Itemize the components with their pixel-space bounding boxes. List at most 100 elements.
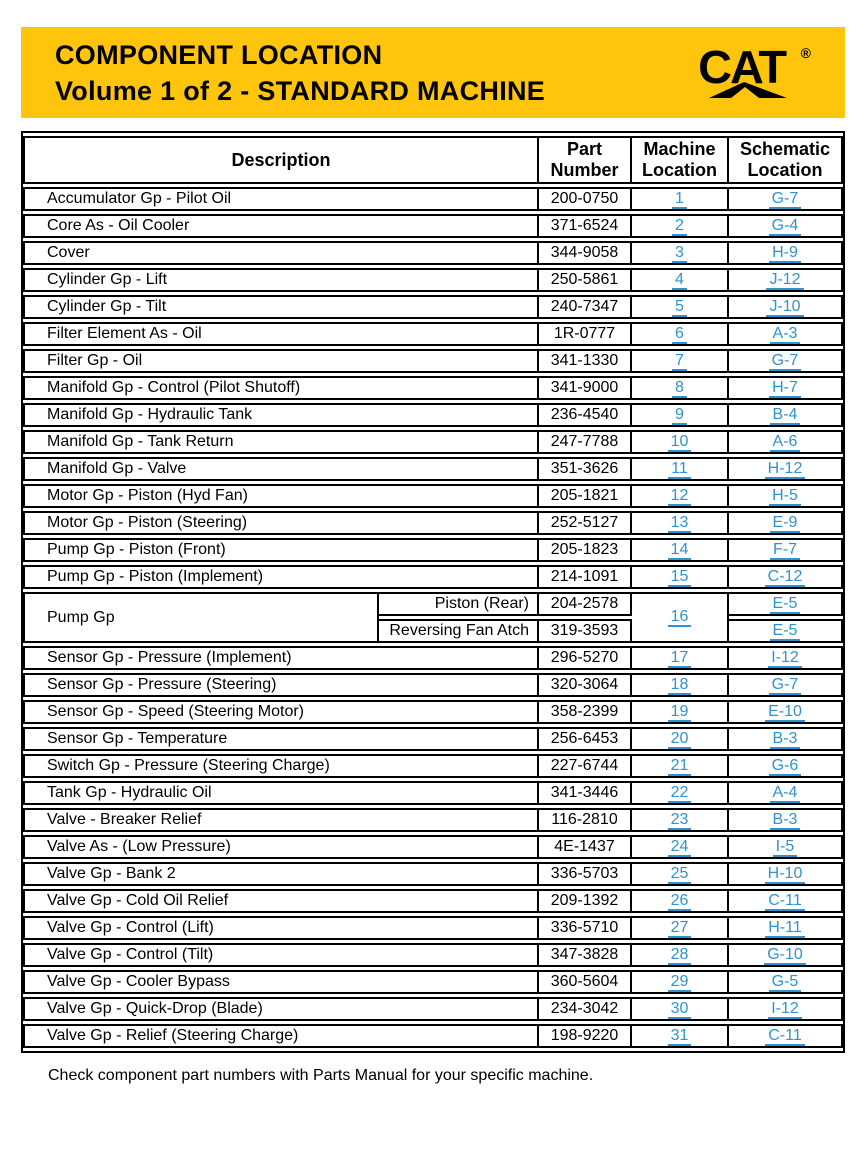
schematic-location-link[interactable]: C-11 <box>765 1027 805 1046</box>
schematic-location-cell: H-11 <box>729 916 843 940</box>
schematic-location-link[interactable]: G-7 <box>768 190 802 209</box>
machine-location-link[interactable]: 6 <box>672 325 687 344</box>
machine-location-link[interactable]: 4 <box>672 271 687 290</box>
part-number-cell: 204-2578 <box>539 592 632 616</box>
schematic-location-cell: I-5 <box>729 835 843 859</box>
schematic-location-link[interactable]: A-6 <box>769 433 801 452</box>
machine-location-link[interactable]: 14 <box>667 541 692 560</box>
description-cell: Valve As - (Low Pressure) <box>23 835 539 859</box>
schematic-location-link[interactable]: F-7 <box>770 541 800 560</box>
schematic-location-link[interactable]: C-12 <box>764 568 806 587</box>
machine-location-cell: 18 <box>632 673 729 697</box>
machine-location-link[interactable]: 15 <box>667 568 692 587</box>
machine-location-link[interactable]: 12 <box>667 487 692 506</box>
description-cell: Sensor Gp - Pressure (Implement) <box>23 646 539 670</box>
schematic-location-link[interactable]: G-10 <box>764 946 806 965</box>
page-subtitle: Volume 1 of 2 - STANDARD MACHINE <box>55 76 546 106</box>
schematic-location-link[interactable]: I-12 <box>768 649 802 668</box>
machine-location-link[interactable]: 25 <box>667 865 692 884</box>
table-row: Valve Gp - Bank 2 336-5703 25 H-10 <box>23 862 843 886</box>
schematic-location-cell: G-7 <box>729 187 843 211</box>
registered-trademark-icon: ® <box>800 45 811 61</box>
table-row: Manifold Gp - Valve 351-3626 11 H-12 <box>23 457 843 481</box>
machine-location-link[interactable]: 28 <box>667 946 692 965</box>
machine-location-link[interactable]: 18 <box>667 676 692 695</box>
description-cell: Valve Gp - Relief (Steering Charge) <box>23 1024 539 1048</box>
machine-location-link[interactable]: 13 <box>667 514 692 533</box>
machine-location-link[interactable]: 23 <box>667 811 692 830</box>
machine-location-link[interactable]: 8 <box>672 379 687 398</box>
schematic-location-link[interactable]: G-6 <box>768 757 802 776</box>
machine-location-link[interactable]: 17 <box>667 649 692 668</box>
machine-location-link[interactable]: 5 <box>672 298 687 317</box>
machine-location-link[interactable]: 19 <box>667 703 692 722</box>
machine-location-cell: 26 <box>632 889 729 913</box>
schematic-location-link[interactable]: I-12 <box>768 1000 802 1019</box>
description-cell: Tank Gp - Hydraulic Oil <box>23 781 539 805</box>
table-row: Switch Gp - Pressure (Steering Charge) 22… <box>23 754 843 778</box>
description-cell: Accumulator Gp - Pilot Oil <box>23 187 539 211</box>
machine-location-link[interactable]: 10 <box>667 433 692 452</box>
machine-location-link[interactable]: 9 <box>672 406 687 425</box>
schematic-location-cell: E-10 <box>729 700 843 724</box>
machine-location-link[interactable]: 20 <box>667 730 692 749</box>
schematic-location-link[interactable]: E-10 <box>765 703 805 722</box>
machine-location-link[interactable]: 1 <box>672 190 687 209</box>
schematic-location-link[interactable]: B-3 <box>769 730 801 749</box>
description-cell: Valve Gp - Cold Oil Relief <box>23 889 539 913</box>
schematic-location-link[interactable]: A-3 <box>769 325 801 344</box>
schematic-location-cell: H-12 <box>729 457 843 481</box>
machine-location-cell: 14 <box>632 538 729 562</box>
schematic-location-link[interactable]: B-4 <box>769 406 801 425</box>
schematic-location-link[interactable]: G-4 <box>768 217 802 236</box>
machine-location-cell: 27 <box>632 916 729 940</box>
machine-location-link[interactable]: 16 <box>667 608 692 627</box>
machine-location-link[interactable]: 3 <box>672 244 687 263</box>
schematic-location-cell: C-11 <box>729 889 843 913</box>
machine-location-link[interactable]: 24 <box>667 838 692 857</box>
machine-location-link[interactable]: 11 <box>668 460 691 479</box>
machine-location-link[interactable]: 21 <box>667 757 692 776</box>
schematic-location-link[interactable]: E-5 <box>769 622 801 641</box>
schematic-location-cell: H-9 <box>729 241 843 265</box>
schematic-location-cell: J-10 <box>729 295 843 319</box>
machine-location-link[interactable]: 2 <box>672 217 687 236</box>
schematic-location-link[interactable]: H-5 <box>769 487 801 506</box>
schematic-location-link[interactable]: A-4 <box>769 784 801 803</box>
schematic-location-link[interactable]: G-7 <box>768 676 802 695</box>
machine-location-link[interactable]: 7 <box>672 352 687 371</box>
machine-location-link[interactable]: 22 <box>667 784 692 803</box>
machine-location-link[interactable]: 30 <box>667 1000 692 1019</box>
schematic-location-link[interactable]: H-12 <box>764 460 806 479</box>
schematic-location-link[interactable]: G-5 <box>768 973 802 992</box>
schematic-location-link[interactable]: B-3 <box>769 811 801 830</box>
schematic-location-link[interactable]: J-12 <box>766 271 804 290</box>
schematic-location-link[interactable]: I-5 <box>772 838 798 857</box>
machine-location-cell: 30 <box>632 997 729 1021</box>
part-number-cell: 296-5270 <box>539 646 632 670</box>
schematic-location-link[interactable]: C-11 <box>765 892 805 911</box>
schematic-location-link[interactable]: H-7 <box>769 379 801 398</box>
machine-location-link[interactable]: 29 <box>667 973 692 992</box>
machine-location-link[interactable]: 31 <box>667 1027 692 1046</box>
schematic-location-link[interactable]: H-11 <box>765 919 805 938</box>
schematic-location-link[interactable]: J-10 <box>766 298 804 317</box>
schematic-location-cell: F-7 <box>729 538 843 562</box>
description-cell: Manifold Gp - Valve <box>23 457 539 481</box>
machine-location-cell: 20 <box>632 727 729 751</box>
schematic-location-link[interactable]: E-9 <box>769 514 801 533</box>
machine-location-link[interactable]: 26 <box>667 892 692 911</box>
schematic-location-cell: G-4 <box>729 214 843 238</box>
column-header-description: Description <box>23 136 539 184</box>
schematic-location-link[interactable]: H-9 <box>769 244 801 263</box>
part-number-cell: 227-6744 <box>539 754 632 778</box>
schematic-location-link[interactable]: H-10 <box>764 865 806 884</box>
table-row: Valve Gp - Control (Tilt) 347-3828 28 G-10 <box>23 943 843 967</box>
part-number-cell: 250-5861 <box>539 268 632 292</box>
schematic-location-cell: H-10 <box>729 862 843 886</box>
schematic-location-link[interactable]: E-5 <box>769 595 801 614</box>
schematic-location-cell: A-6 <box>729 430 843 454</box>
schematic-location-link[interactable]: G-7 <box>768 352 802 371</box>
machine-location-link[interactable]: 27 <box>667 919 692 938</box>
description-cell: Motor Gp - Piston (Steering) <box>23 511 539 535</box>
